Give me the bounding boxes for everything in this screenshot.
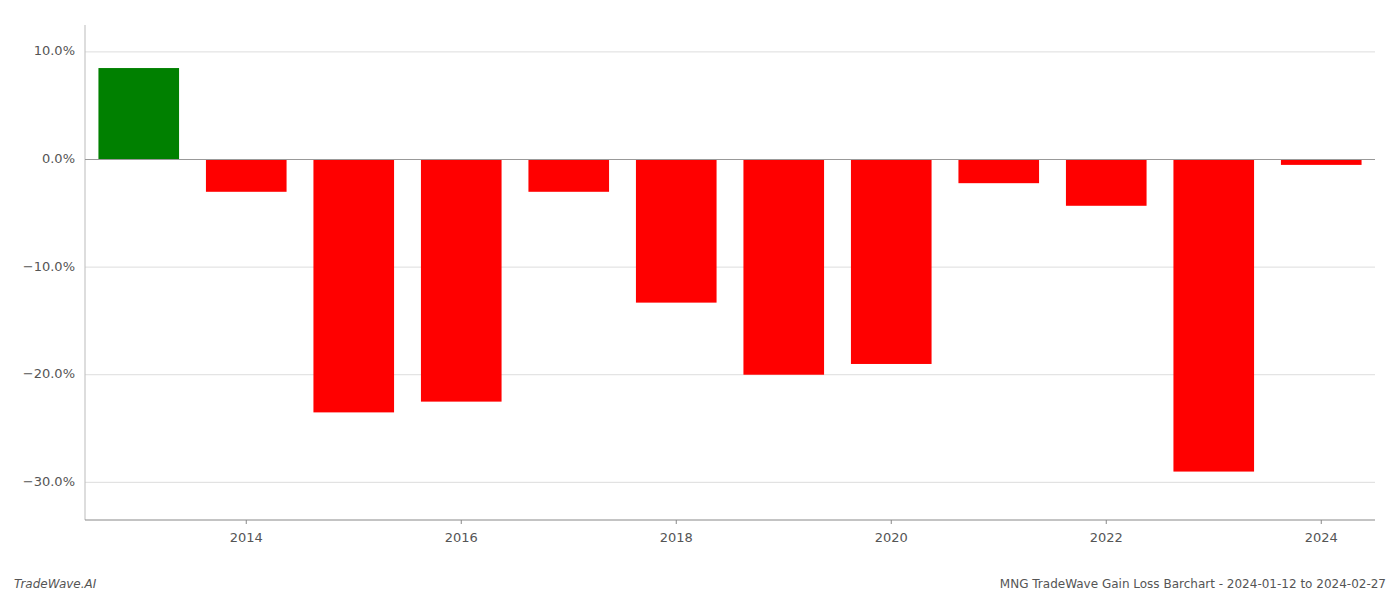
- bar: [98, 68, 179, 159]
- grid-line: [85, 482, 1375, 483]
- y-tick-label: 0.0%: [42, 151, 75, 166]
- y-tick-label: −20.0%: [23, 366, 75, 381]
- bar: [1066, 160, 1147, 206]
- x-tick-label: 2014: [230, 530, 263, 545]
- bar: [313, 160, 394, 413]
- bar: [958, 160, 1039, 184]
- bars: [98, 68, 1361, 472]
- x-tick: [1321, 520, 1322, 524]
- bar: [1173, 160, 1254, 472]
- grid-line: [85, 159, 1375, 160]
- bar: [421, 160, 502, 402]
- x-tick: [461, 520, 462, 524]
- bar: [743, 160, 824, 375]
- footer-left: TradeWave.AI: [14, 577, 97, 591]
- bar: [528, 160, 609, 192]
- bar: [206, 160, 287, 192]
- zero-line: [85, 159, 1375, 160]
- x-tick: [1106, 520, 1107, 524]
- bar: [1281, 160, 1362, 165]
- y-tick-label: −30.0%: [23, 474, 75, 489]
- x-tick: [891, 520, 892, 524]
- grid: [85, 52, 1375, 482]
- x-tick-label: 2016: [445, 530, 478, 545]
- x-tick: [676, 520, 677, 524]
- y-axis-line: [85, 25, 86, 520]
- x-tick-label: 2018: [660, 530, 693, 545]
- x-tick: [246, 520, 247, 524]
- x-axis-line: [85, 520, 1375, 521]
- y-tick-label: 10.0%: [34, 43, 75, 58]
- grid-line: [85, 51, 1375, 52]
- y-tick-label: −10.0%: [23, 259, 75, 274]
- bar: [636, 160, 717, 303]
- chart-container: −30.0% −20.0% −10.0% 0.0% 10.0% 2014 2016 2018 2…: [0, 0, 1400, 600]
- x-tick-label: 2020: [875, 530, 908, 545]
- x-tick-label: 2024: [1305, 530, 1338, 545]
- footer-right: MNG TradeWave Gain Loss Barchart - 2024-…: [1000, 577, 1386, 591]
- chart: −30.0% −20.0% −10.0% 0.0% 10.0% 2014 2016 2018 2…: [0, 0, 1400, 600]
- x-tick-label: 2022: [1090, 530, 1123, 545]
- bar: [851, 160, 932, 364]
